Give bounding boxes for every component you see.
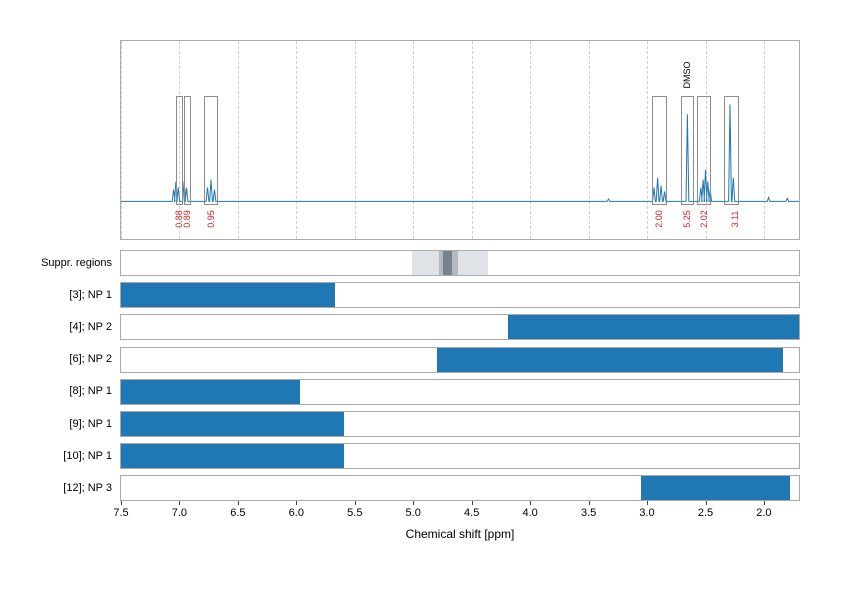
- axis-tick-label: 7.0: [171, 507, 188, 520]
- axis-tick-label: 3.0: [639, 507, 655, 520]
- axis-tick: [237, 501, 239, 506]
- axis-tick: [530, 501, 532, 506]
- axis-tick: [763, 501, 765, 506]
- integral-value-label: 5.25: [682, 210, 693, 229]
- x-axis-label: Chemical shift [ppm]: [405, 527, 515, 541]
- row-10-np-1-label: [10]; NP 1: [63, 449, 112, 462]
- gridline: [354, 41, 356, 239]
- range-bar: [121, 444, 345, 469]
- row-6-np-2: [120, 346, 800, 373]
- axis-tick-label: 5.5: [347, 507, 363, 520]
- axis-tick: [588, 501, 590, 506]
- axis-tick: [296, 501, 298, 506]
- suppressed-region: [443, 251, 453, 275]
- gridline: [530, 41, 532, 239]
- row-suppr-regions: [120, 250, 800, 276]
- row-3-np-1: [120, 282, 800, 309]
- range-bar: [121, 283, 335, 308]
- spectrum-panel: 0.88 0.89 0.95 2.00 5.25 2.02 3.11 DMSO: [120, 40, 800, 240]
- row-suppr-regions-label: Suppr. regions: [41, 256, 112, 269]
- integral-region-box: [175, 95, 183, 206]
- gridline: [647, 41, 648, 239]
- solvent-label-dmso: DMSO: [681, 61, 692, 89]
- axis-tick-label: 2.5: [697, 507, 714, 520]
- axis-tick-label: 2.0: [756, 507, 772, 520]
- integral-region-box: [680, 95, 694, 206]
- row-9-np-1-label: [9]; NP 1: [69, 417, 112, 430]
- integral-region-box: [651, 95, 667, 206]
- axis-tick: [705, 501, 707, 506]
- integral-value-label: 0.95: [206, 210, 216, 229]
- row-3-np-1-label: [3]; NP 1: [69, 288, 112, 301]
- gridline: [588, 41, 590, 239]
- integral-value-label: 0.89: [182, 210, 192, 229]
- range-bar: [641, 476, 790, 501]
- axis-tick-label: 4.5: [464, 507, 480, 520]
- axis-tick: [647, 501, 648, 506]
- axis-tick-label: 5.0: [405, 507, 421, 520]
- spectrum-trace: [121, 104, 799, 202]
- row-8-np-1-label: [8]; NP 1: [69, 385, 112, 398]
- gridline: [705, 41, 707, 239]
- axis-tick-label: 6.0: [288, 507, 304, 520]
- gridline: [471, 41, 473, 239]
- range-bar: [121, 412, 345, 436]
- integral-region-box: [697, 95, 712, 206]
- axis-tick: [471, 501, 473, 506]
- row-12-np-3-label: [12]; NP 3: [63, 481, 112, 494]
- row-9-np-1: [120, 411, 800, 437]
- range-bar: [121, 379, 300, 404]
- integral-region-box: [183, 95, 192, 206]
- integral-region-box: [204, 95, 218, 206]
- row-8-np-1: [120, 378, 800, 405]
- integral-value-label: 2.02: [699, 210, 710, 229]
- row-10-np-1: [120, 443, 800, 470]
- gridline: [179, 41, 181, 239]
- axis-tick: [179, 501, 181, 506]
- axis-tick-label: 4.0: [522, 507, 538, 520]
- gridline: [763, 41, 765, 239]
- gridline: [413, 41, 415, 239]
- axis-tick: [354, 501, 356, 506]
- axis-tick: [121, 501, 122, 506]
- gridline: [121, 41, 122, 239]
- gridline: [296, 41, 298, 239]
- integral-value-label: 3.11: [729, 210, 740, 228]
- row-6-np-2-label: [6]; NP 2: [69, 353, 112, 366]
- gridline: [237, 41, 239, 239]
- axis-tick-label: 6.5: [230, 507, 246, 520]
- integral-region-box: [724, 95, 740, 206]
- row-4-np-2: [120, 314, 800, 341]
- axis-tick-label: 3.5: [580, 507, 597, 520]
- range-bar: [436, 347, 783, 372]
- row-12-np-3: [120, 475, 800, 502]
- axis-tick: [413, 501, 415, 506]
- integral-value-label: 2.00: [654, 210, 665, 229]
- axis-tick-label: 7.5: [113, 507, 129, 520]
- range-bar: [507, 315, 799, 340]
- row-4-np-2-label: [4]; NP 2: [69, 320, 112, 333]
